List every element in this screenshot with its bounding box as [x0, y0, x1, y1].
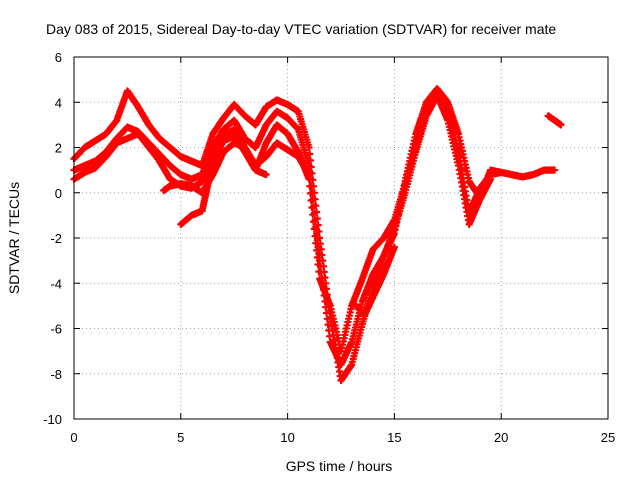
x-tick-label: 10	[280, 430, 294, 445]
y-tick-label: -2	[50, 231, 62, 246]
data-series-6	[352, 243, 399, 319]
chart-title: Day 083 of 2015, Sidereal Day-to-day VTE…	[46, 21, 556, 37]
y-axis-ticks: 6 4 2 0 -2 -4 -6 -8 -10	[43, 50, 608, 427]
data-series-4	[160, 139, 313, 197]
series-group	[70, 85, 565, 385]
x-tick-label: 20	[494, 430, 508, 445]
y-tick-label: 4	[55, 95, 62, 110]
x-tick-label: 5	[177, 430, 184, 445]
y-tick-label: 0	[55, 186, 62, 201]
data-series-5	[177, 132, 270, 229]
y-tick-label: -8	[50, 367, 62, 382]
y-tick-label: 2	[55, 141, 62, 156]
y-tick-label: -4	[50, 276, 62, 291]
data-series-3	[70, 91, 495, 355]
y-axis-label: SDTVAR / TECUs	[6, 182, 22, 294]
x-tick-label: 25	[601, 430, 615, 445]
y-tick-label: 6	[55, 50, 62, 65]
x-tick-label: 0	[70, 430, 77, 445]
x-axis-label: GPS time / hours	[286, 458, 393, 474]
x-tick-label: 15	[387, 430, 401, 445]
y-tick-label: -6	[50, 322, 62, 337]
x-axis-ticks: 0 5 10 15 20 25	[70, 57, 615, 445]
data-series-7	[544, 112, 565, 129]
y-tick-label: -10	[43, 412, 62, 427]
